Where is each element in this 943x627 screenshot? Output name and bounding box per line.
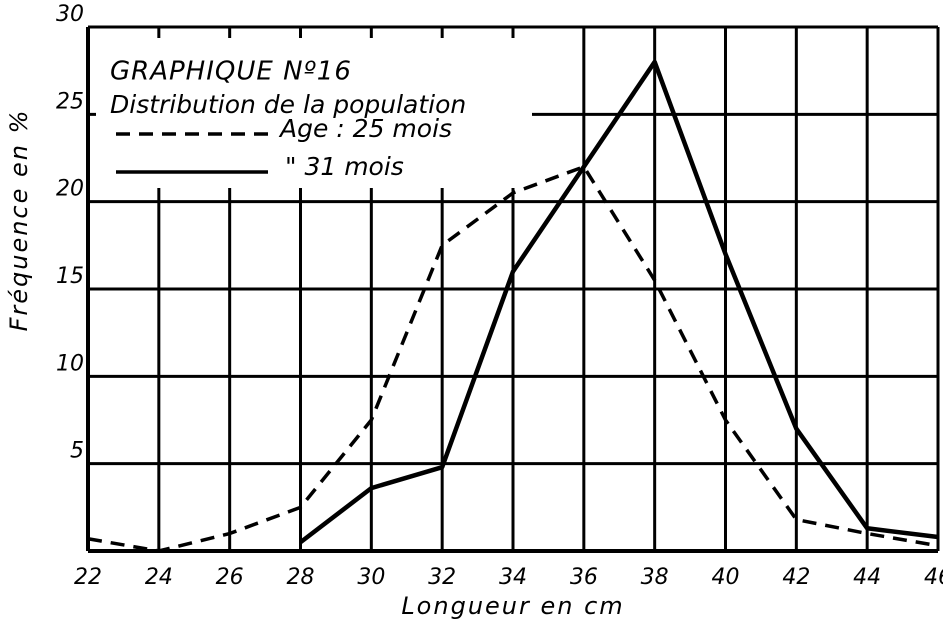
y-tick-label: 20 [56, 177, 84, 202]
legend-label: Age : 25 mois [278, 114, 452, 143]
x-tick-label: 44 [853, 565, 881, 590]
x-tick-label: 28 [287, 565, 315, 590]
x-tick-label: 46 [924, 565, 943, 590]
y-tick-label: 30 [56, 2, 84, 27]
x-tick-label: 38 [641, 565, 669, 590]
x-tick-label: 36 [570, 565, 598, 590]
chart-title: GRAPHIQUE Nº16 [110, 57, 352, 87]
y-tick-label: 15 [56, 264, 84, 289]
x-axis-label: Longueur en cm [401, 592, 624, 620]
x-tick-label: 30 [357, 565, 385, 590]
y-tick-label: 10 [56, 351, 84, 376]
legend-box [96, 38, 532, 188]
x-tick-label: 32 [428, 565, 456, 590]
y-tick-label: 25 [56, 89, 84, 114]
series-line [299, 59, 939, 545]
series-line [87, 164, 939, 553]
x-tick-label: 26 [216, 565, 244, 590]
x-tick-label: 34 [499, 565, 527, 590]
y-tick-label: 5 [70, 439, 84, 464]
x-tick-label: 42 [782, 565, 810, 590]
y-axis-label: Fréquence en % [5, 109, 33, 332]
legend-label: " 31 mois [285, 152, 404, 181]
chart-subtitle: Distribution de la population [110, 90, 466, 119]
x-tick-label: 24 [145, 565, 173, 590]
x-tick-label: 22 [74, 565, 102, 590]
x-tick-label: 40 [712, 565, 740, 590]
